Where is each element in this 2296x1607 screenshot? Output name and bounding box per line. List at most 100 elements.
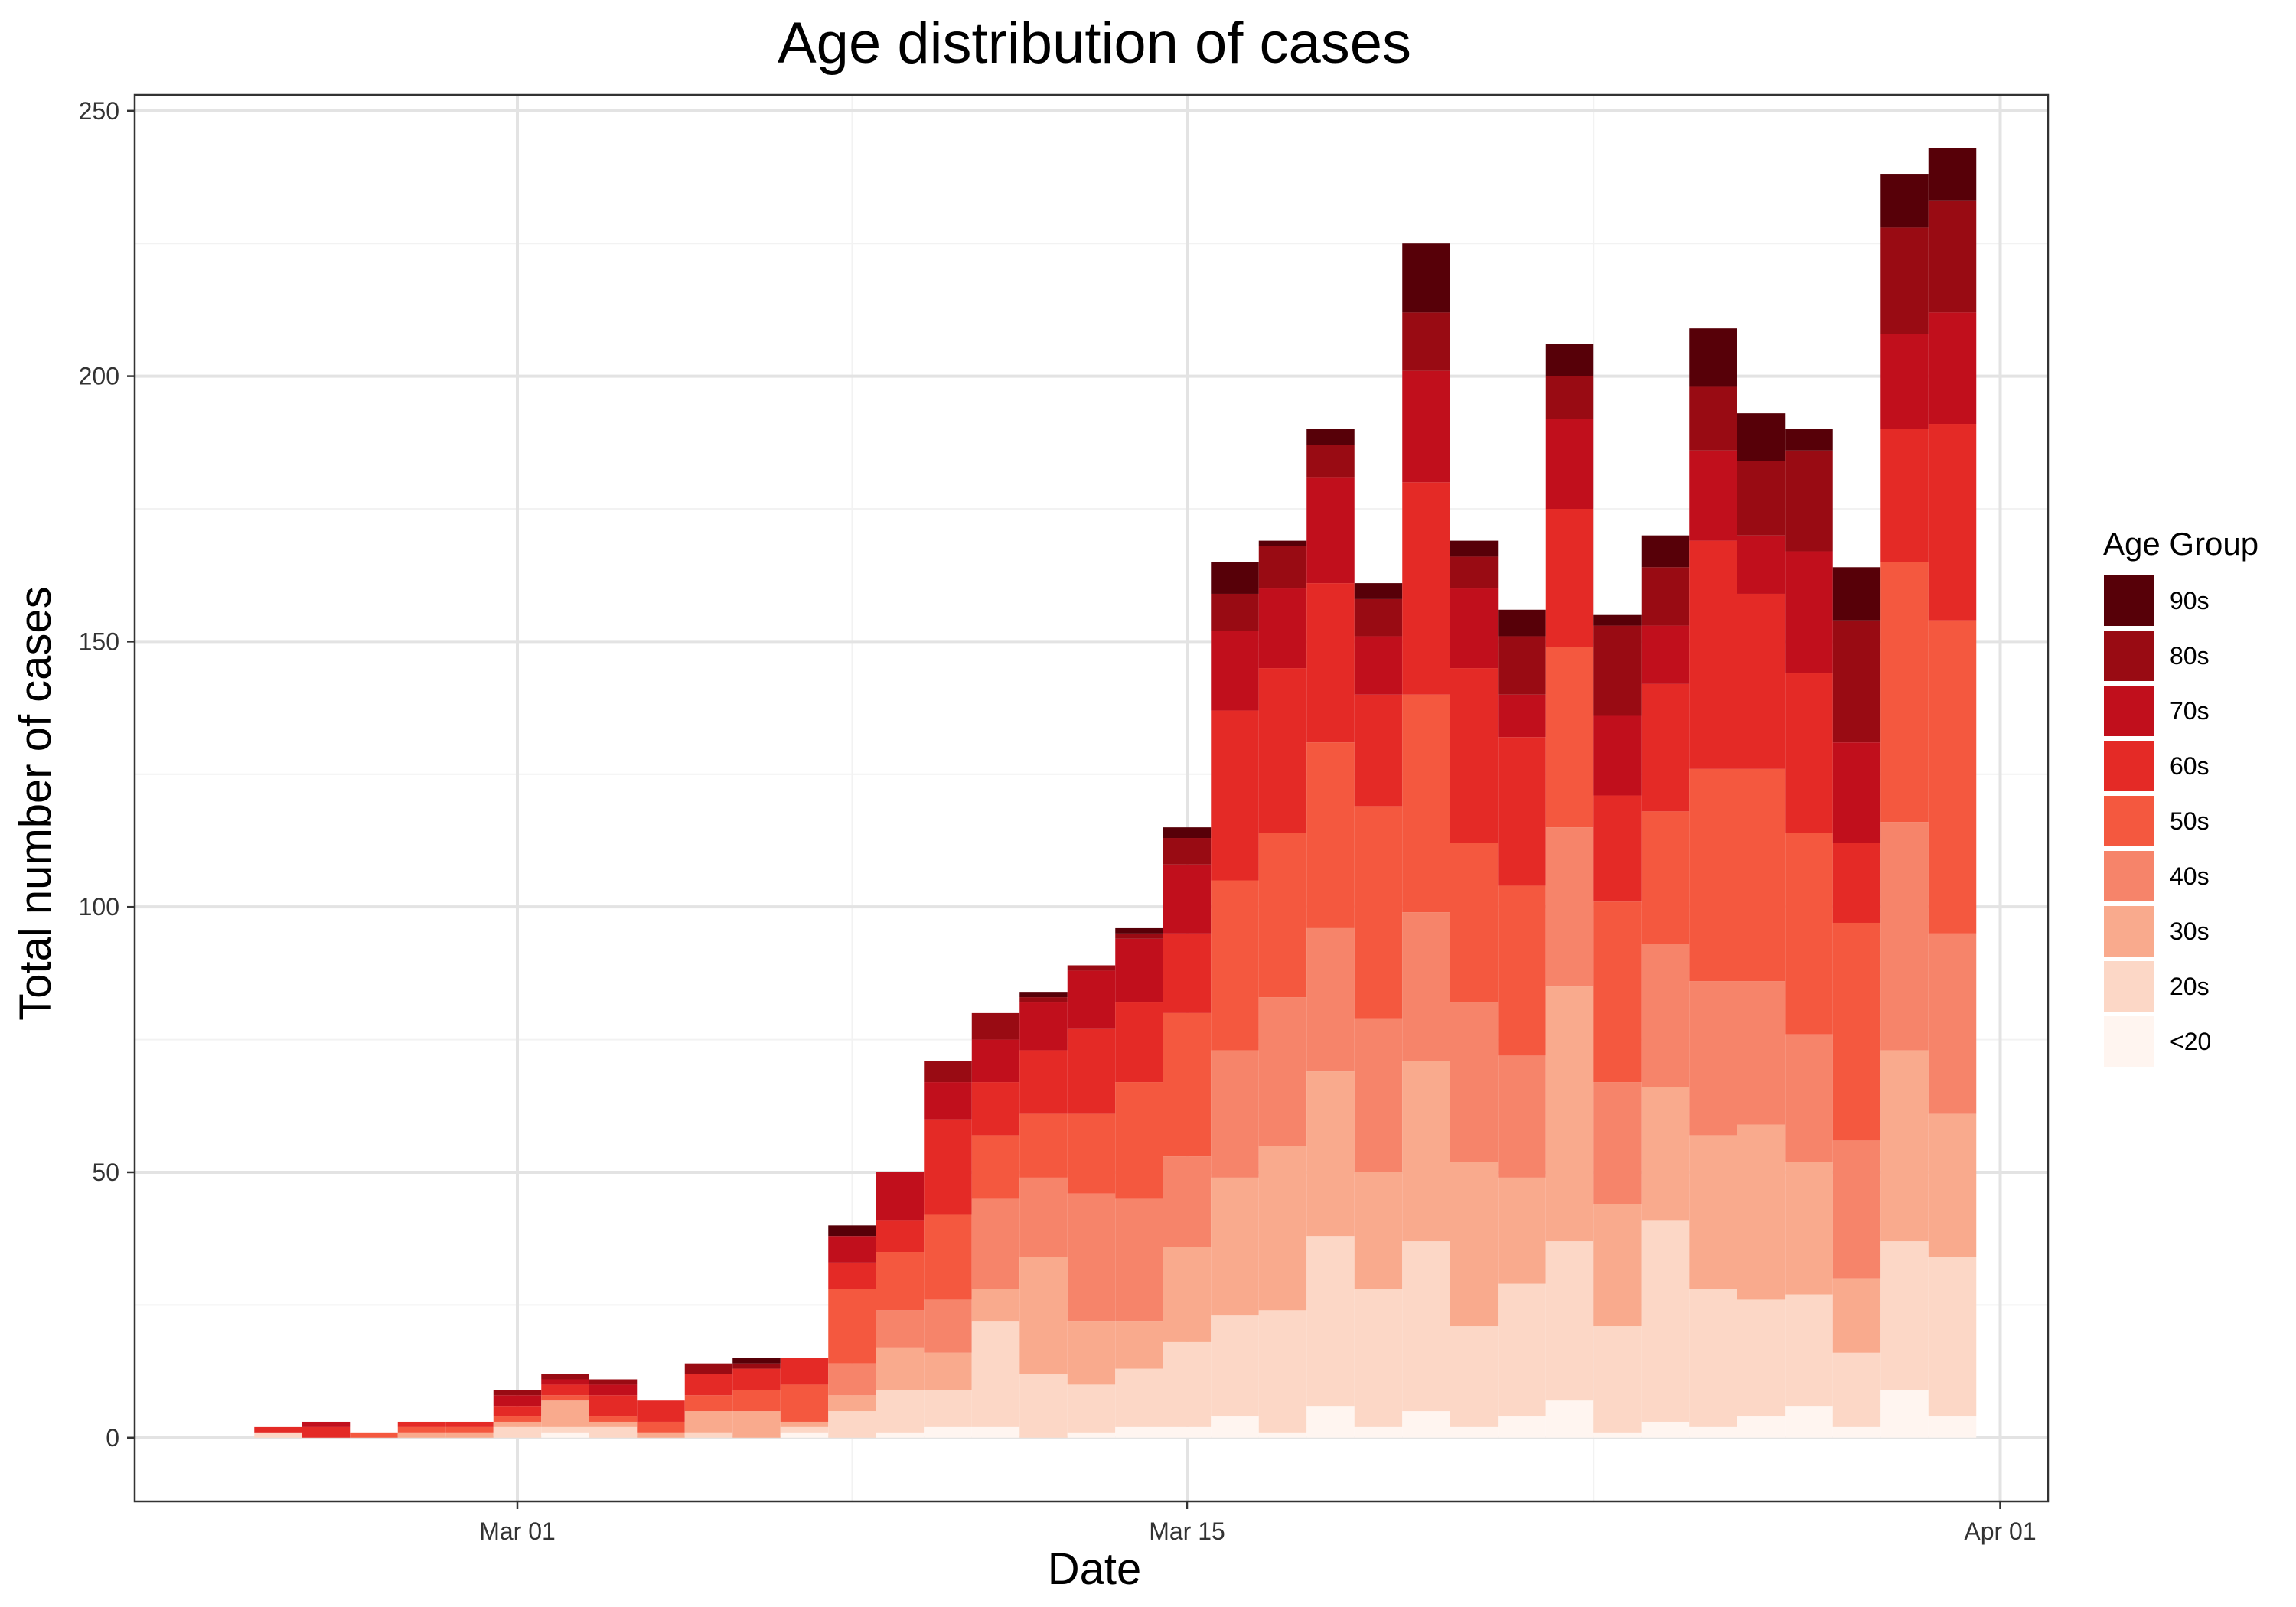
bar-segment [1880, 562, 1929, 823]
bar-segment [1402, 1061, 1450, 1242]
bar-segment [589, 1426, 638, 1438]
bar-segment [589, 1416, 638, 1422]
bar-segment [1163, 933, 1212, 1013]
bar-segment [780, 1426, 829, 1433]
bar-segment [1115, 1082, 1163, 1199]
bar-segment [780, 1432, 829, 1438]
bar-segment [1067, 1193, 1116, 1322]
bar-segment [1211, 1315, 1259, 1417]
bar-segment [1211, 710, 1259, 881]
bar-segment [1880, 227, 1929, 334]
bar-segment [1785, 551, 1833, 673]
legend-label: 60s [2170, 752, 2210, 780]
bar-segment [1545, 1400, 1594, 1438]
bar-segment [1067, 970, 1116, 1029]
bar-segment [1880, 1390, 1929, 1438]
bar-segment [876, 1347, 925, 1390]
bar-segment [1545, 419, 1594, 509]
bar-segment [1402, 1411, 1450, 1438]
bar-segment [1306, 583, 1355, 743]
bar-segment [1689, 540, 1737, 769]
bar-segment [1832, 1352, 1881, 1427]
bar-segment [971, 1012, 1020, 1040]
bar-segment [637, 1400, 685, 1422]
bar-segment [637, 1432, 685, 1438]
bar-segment [1545, 986, 1594, 1242]
bar-segment [589, 1384, 638, 1396]
bar-segment [1402, 694, 1450, 913]
bar-segment [971, 1039, 1020, 1083]
bar-segment [445, 1421, 494, 1427]
bar-segment [1498, 1055, 1546, 1178]
bar-segment [732, 1368, 781, 1390]
legend-label: 50s [2170, 807, 2210, 835]
bar-segment [1928, 1257, 1977, 1417]
bar-segment [924, 1299, 972, 1353]
bar-segment [1306, 742, 1355, 928]
bar-segment [1067, 1113, 1116, 1194]
bar-segment [1019, 1257, 1068, 1374]
bar-segment [1019, 1113, 1068, 1178]
bar-segment [1354, 598, 1403, 637]
bar-segment [876, 1432, 925, 1438]
bar-segment [1019, 997, 1068, 1003]
bar-segment [1785, 1162, 1833, 1295]
bar-segment [732, 1411, 781, 1438]
bar-segment [1258, 546, 1307, 589]
bar-segment [1593, 795, 1642, 902]
bar-segment [1832, 843, 1881, 923]
bar-segment [1880, 174, 1929, 228]
bar-segment [1450, 556, 1499, 589]
bar-segment [1880, 1241, 1929, 1390]
legend-label: 40s [2170, 862, 2210, 890]
bar-segment [1211, 562, 1259, 594]
bar-segment [1689, 981, 1737, 1136]
bar-segment [732, 1363, 781, 1369]
bar-segment [1880, 429, 1929, 562]
bar-segment [1067, 1384, 1116, 1433]
bar-segment [1306, 445, 1355, 478]
bar-segment [397, 1421, 446, 1427]
bar-segment [1306, 1071, 1355, 1237]
bar-segment [1163, 1156, 1212, 1247]
bar-segment [828, 1289, 876, 1364]
bar-segment [1354, 806, 1403, 1019]
bar-segment [876, 1172, 925, 1221]
y-tick-label: 100 [79, 893, 119, 921]
bar-segment [1163, 1012, 1212, 1157]
bar-segment [732, 1390, 781, 1412]
bar-segment [1354, 694, 1403, 807]
bar-segment [828, 1262, 876, 1289]
bar-segment [1832, 567, 1881, 621]
bar-segment [1306, 927, 1355, 1072]
bar-segment [684, 1374, 733, 1396]
bar-segment [1163, 827, 1212, 839]
bar-segment [541, 1395, 589, 1401]
bar-segment [1450, 1162, 1499, 1327]
y-tick-label: 250 [79, 97, 119, 125]
legend-key [2104, 686, 2154, 736]
bar-segment [1354, 1289, 1403, 1427]
bar-segment [1785, 833, 1833, 1035]
legend-key [2104, 631, 2154, 681]
legend: Age Group 90s 80s 70s 60s 50s 40s 30s 20s <20 [2103, 526, 2258, 1067]
y-axis-title: Total number of cases [11, 586, 60, 1020]
bar-segment [1211, 631, 1259, 711]
bar-segment [1593, 715, 1642, 796]
bar-segment [1545, 1241, 1594, 1401]
bar-segment [971, 1135, 1020, 1199]
bar-segment [589, 1395, 638, 1417]
bar-segment [1689, 1426, 1737, 1438]
bar-segment [1737, 535, 1786, 594]
bar-segment [828, 1236, 876, 1263]
bar-segment [1115, 1368, 1163, 1427]
bar-segment [1258, 833, 1307, 998]
bar-segment [1737, 413, 1786, 461]
bar-segment [732, 1358, 781, 1364]
bar-segment [971, 1198, 1020, 1289]
legend-label: 30s [2170, 918, 2210, 945]
bar-segment [1402, 482, 1450, 695]
bar-segment [1019, 1374, 1068, 1438]
bar-segment [924, 1426, 972, 1438]
bar-segment [1258, 997, 1307, 1146]
